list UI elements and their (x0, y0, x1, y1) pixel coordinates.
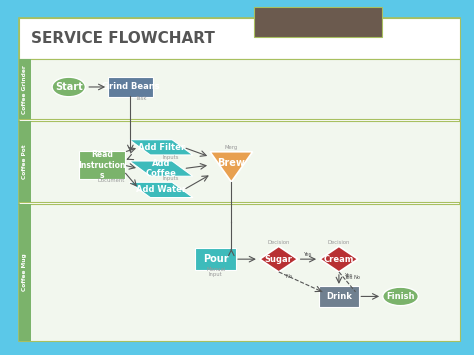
FancyBboxPatch shape (319, 286, 359, 307)
FancyBboxPatch shape (19, 204, 31, 341)
Polygon shape (320, 246, 358, 272)
Text: Pour: Pour (203, 254, 228, 264)
FancyBboxPatch shape (19, 204, 460, 341)
FancyBboxPatch shape (19, 121, 460, 202)
FancyBboxPatch shape (19, 121, 31, 202)
Text: Yes: Yes (345, 275, 353, 280)
Text: Coffee Grinder: Coffee Grinder (22, 65, 27, 114)
Text: Brew: Brew (218, 158, 245, 168)
Polygon shape (260, 246, 298, 272)
Text: Cream: Cream (324, 255, 354, 264)
Ellipse shape (383, 287, 418, 306)
Text: Finish: Finish (386, 292, 415, 301)
Polygon shape (18, 121, 32, 126)
FancyBboxPatch shape (79, 151, 125, 179)
Text: Read
Instruction
s: Read Instruction s (78, 150, 126, 180)
Text: Coffee Pot: Coffee Pot (22, 144, 27, 179)
Polygon shape (129, 140, 193, 155)
Text: SERVICE FLOWCHART: SERVICE FLOWCHART (31, 31, 215, 46)
Polygon shape (210, 152, 253, 182)
Text: No: No (286, 274, 292, 279)
FancyBboxPatch shape (254, 7, 382, 37)
Text: Manual
Input: Manual Input (206, 267, 225, 277)
Text: Inputs: Inputs (163, 176, 179, 181)
Text: Decision: Decision (328, 240, 350, 245)
FancyBboxPatch shape (195, 248, 236, 270)
Text: Task: Task (137, 96, 148, 101)
Text: Add Water: Add Water (136, 185, 186, 195)
Text: Grind Beans: Grind Beans (101, 82, 159, 92)
Text: Add Filter: Add Filter (137, 143, 185, 152)
FancyBboxPatch shape (19, 18, 460, 341)
Text: Start: Start (55, 82, 82, 92)
Text: Drink: Drink (326, 292, 352, 301)
FancyBboxPatch shape (19, 59, 460, 119)
Text: No: No (353, 275, 360, 280)
Text: Decision: Decision (267, 240, 290, 245)
Polygon shape (129, 182, 193, 197)
FancyBboxPatch shape (108, 77, 153, 97)
Text: Add
Coffee: Add Coffee (146, 159, 177, 178)
Text: Yes: Yes (345, 273, 353, 278)
Text: Yes: Yes (304, 252, 312, 257)
Text: Merg: Merg (225, 145, 238, 150)
Text: Coffee Mug: Coffee Mug (22, 253, 27, 291)
Text: Document: Document (98, 178, 125, 183)
Polygon shape (18, 204, 32, 209)
FancyBboxPatch shape (19, 18, 460, 59)
Polygon shape (129, 161, 193, 176)
Text: Inputs: Inputs (163, 155, 179, 160)
Ellipse shape (52, 77, 85, 97)
Text: Sugar: Sugar (265, 255, 292, 264)
FancyBboxPatch shape (19, 59, 31, 119)
